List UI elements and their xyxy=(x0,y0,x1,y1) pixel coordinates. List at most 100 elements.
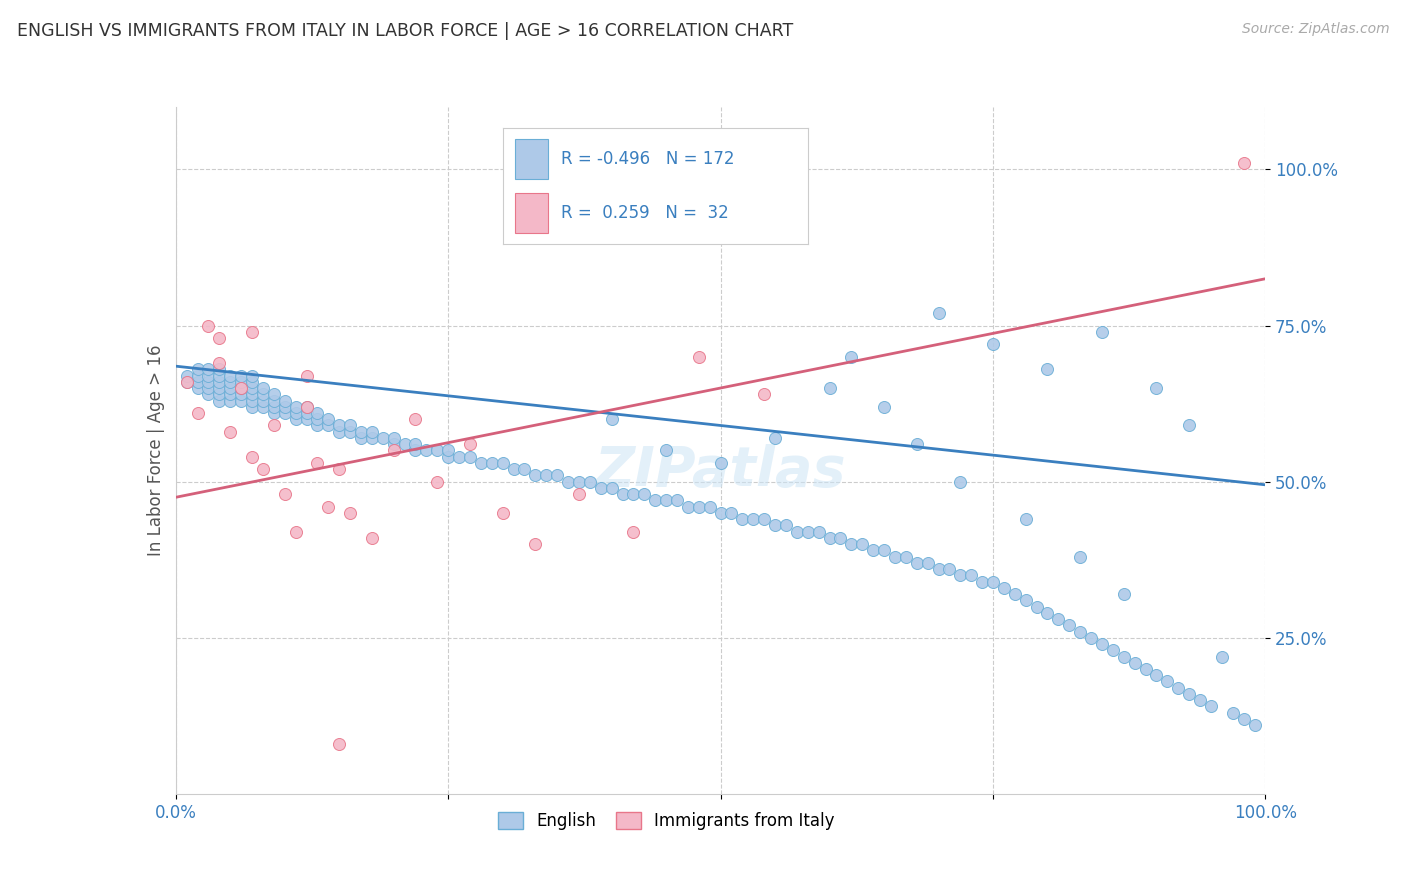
Text: R = -0.496   N = 172: R = -0.496 N = 172 xyxy=(561,150,734,169)
Point xyxy=(1199,699,1222,714)
Point xyxy=(231,381,253,395)
Point xyxy=(295,400,318,414)
Point xyxy=(655,493,678,508)
Point xyxy=(970,574,993,589)
Point xyxy=(197,368,219,383)
Point xyxy=(307,456,329,470)
Point xyxy=(830,531,852,545)
Point xyxy=(240,450,263,464)
Point xyxy=(763,431,786,445)
Point xyxy=(219,368,242,383)
Point xyxy=(1243,718,1265,732)
Point xyxy=(274,487,297,501)
Point xyxy=(360,425,382,439)
Point xyxy=(589,481,612,495)
Point xyxy=(699,500,721,514)
Point xyxy=(546,468,568,483)
Text: R =  0.259   N =  32: R = 0.259 N = 32 xyxy=(561,204,728,222)
Point xyxy=(240,375,263,389)
Point xyxy=(263,406,285,420)
Point xyxy=(1004,587,1026,601)
Point xyxy=(600,481,623,495)
Point xyxy=(981,574,1004,589)
Point xyxy=(458,450,481,464)
Point xyxy=(1091,637,1114,651)
Point xyxy=(1167,681,1189,695)
Point xyxy=(231,381,253,395)
Point xyxy=(841,350,863,364)
Point xyxy=(862,543,884,558)
Point xyxy=(1102,643,1125,657)
Point xyxy=(1069,624,1091,639)
Point xyxy=(176,375,198,389)
Point xyxy=(197,387,219,401)
Point xyxy=(186,375,209,389)
Point xyxy=(1178,418,1201,433)
Point xyxy=(1144,668,1167,682)
Point xyxy=(818,531,841,545)
Point xyxy=(231,387,253,401)
Point xyxy=(534,468,557,483)
Point xyxy=(905,437,928,451)
Point xyxy=(437,443,460,458)
Point xyxy=(1015,593,1038,607)
Point xyxy=(731,512,754,526)
Point xyxy=(1123,656,1146,670)
Point xyxy=(197,381,219,395)
Point xyxy=(405,443,427,458)
Point xyxy=(1144,381,1167,395)
Point xyxy=(1025,599,1047,614)
Point xyxy=(1057,618,1080,632)
Point xyxy=(176,375,198,389)
Point xyxy=(263,418,285,433)
Point xyxy=(524,537,547,551)
Point xyxy=(197,362,219,376)
Point xyxy=(382,431,405,445)
Point xyxy=(905,556,928,570)
Point xyxy=(339,506,361,520)
Point xyxy=(208,381,231,395)
Point xyxy=(676,500,699,514)
Point xyxy=(807,524,830,539)
Point xyxy=(382,437,405,451)
Point xyxy=(186,381,209,395)
Point xyxy=(763,518,786,533)
Point xyxy=(176,368,198,383)
Point xyxy=(1036,362,1059,376)
Point xyxy=(307,412,329,426)
Point xyxy=(284,400,307,414)
Point xyxy=(688,350,710,364)
Point xyxy=(1232,156,1256,170)
Point xyxy=(240,387,263,401)
Point xyxy=(633,487,655,501)
Point xyxy=(252,381,274,395)
Point xyxy=(405,412,427,426)
Point xyxy=(318,412,340,426)
Point xyxy=(231,375,253,389)
Point xyxy=(240,368,263,383)
Point xyxy=(274,406,297,420)
Point xyxy=(1222,706,1244,720)
Point xyxy=(949,568,972,582)
Point xyxy=(284,412,307,426)
Point xyxy=(492,506,515,520)
Point xyxy=(710,506,733,520)
Point xyxy=(1069,549,1091,564)
Point xyxy=(328,737,350,751)
Point xyxy=(513,462,536,476)
Point xyxy=(917,556,939,570)
Point xyxy=(481,456,503,470)
Point xyxy=(219,381,242,395)
Point xyxy=(1211,649,1233,664)
Point xyxy=(557,475,579,489)
Point xyxy=(1112,649,1135,664)
Point xyxy=(1112,587,1135,601)
Point xyxy=(851,537,873,551)
Point xyxy=(786,524,808,539)
Point xyxy=(600,412,623,426)
Point xyxy=(295,406,318,420)
Point xyxy=(754,512,776,526)
Point xyxy=(295,368,318,383)
Point xyxy=(928,562,950,576)
Point xyxy=(274,400,297,414)
